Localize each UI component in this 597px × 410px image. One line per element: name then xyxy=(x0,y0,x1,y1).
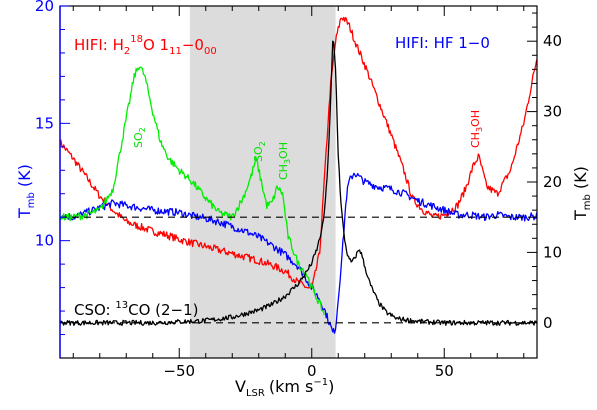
y-axis-label-left: Tmb(K) xyxy=(15,164,37,219)
shaded-velocity-region xyxy=(189,6,336,358)
trace-2 xyxy=(59,66,325,316)
y-tick-label-right: 10 xyxy=(543,243,562,261)
label-so2-a: SO2 xyxy=(132,127,147,148)
trace-0 xyxy=(59,16,538,290)
x-tick-label: −50 xyxy=(163,362,195,380)
baseline-dashed-lines xyxy=(60,216,537,324)
y-axis-label-right: Tmb(K) xyxy=(571,166,593,221)
x-axis-label: VLSR (km s−1) xyxy=(235,377,334,399)
x-tick-label: 0 xyxy=(307,362,317,380)
label-hifi-h2o18: HIFI: H218O 111−000 xyxy=(74,34,217,57)
spectral-traces xyxy=(59,16,538,334)
label-hifi-hf: HIFI: HF 1−0 xyxy=(395,34,490,52)
y-tick-label-right: 30 xyxy=(543,103,562,121)
axis-ticks: −50 0 50 10 15 20 0 10 20 30 40 xyxy=(35,0,562,380)
x-tick-label: 50 xyxy=(435,362,454,380)
y-tick-label-right: 40 xyxy=(543,32,562,50)
y-tick-label-right: 0 xyxy=(543,314,553,332)
y-tick-label-right: 20 xyxy=(543,173,562,191)
label-cso-13co: CSO: 13CO (2−1) xyxy=(74,300,199,319)
y-tick-label-left: 20 xyxy=(35,0,54,15)
label-ch3oh-b: CH3OH xyxy=(469,110,484,148)
y-tick-label-left: 10 xyxy=(35,232,54,250)
y-tick-label-left: 15 xyxy=(35,114,54,132)
trace-1 xyxy=(59,172,538,334)
label-so2-b: SO2 xyxy=(252,141,267,162)
label-ch3oh-a: CH3OH xyxy=(277,142,292,180)
